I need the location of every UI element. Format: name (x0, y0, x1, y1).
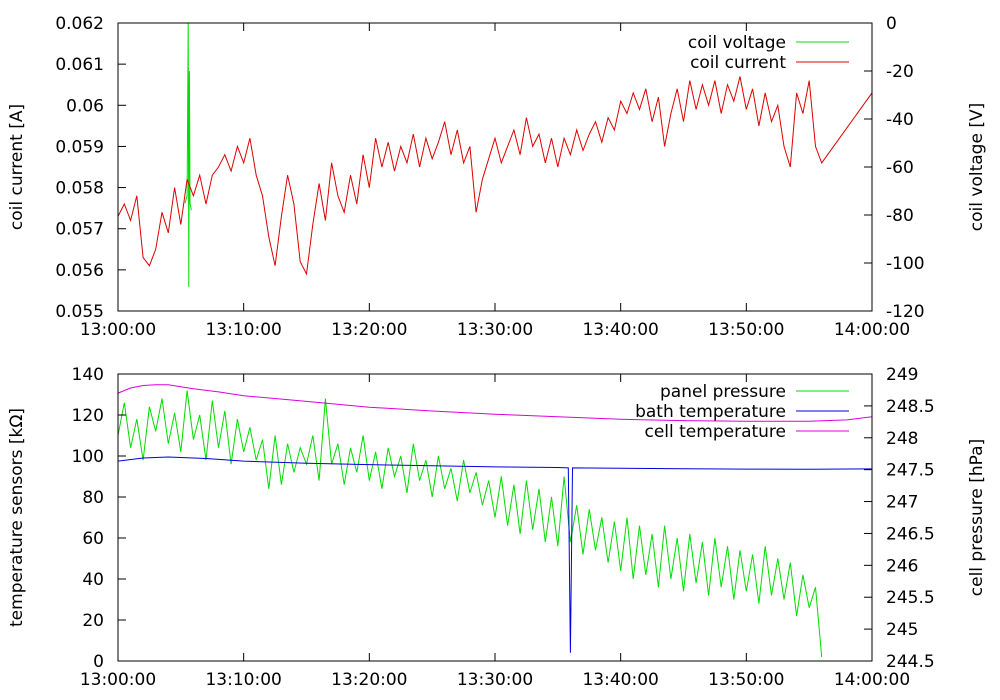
y-right-tick-label: -80 (886, 206, 914, 226)
x-tick-label: 13:50:00 (708, 670, 784, 690)
top-chart-panel: 13:00:00 13:10:00 13:20:00 13:30:00 13:40:00… (7, 14, 987, 340)
x-tick-label: 13:40:00 (582, 670, 658, 690)
x-tick-label: 13:10:00 (205, 670, 281, 690)
x-tick-label: 13:00:00 (80, 670, 156, 690)
y-right-tick-label: 247.5 (886, 461, 935, 481)
y-right-tick-label: 246 (886, 556, 918, 576)
legend-label-cell-temperature: cell temperature (644, 422, 786, 442)
y-right-tick-label: 0 (886, 14, 897, 34)
y-right-tick-label: 248.5 (886, 397, 935, 417)
y-left-tick-label: 60 (82, 529, 104, 549)
y-right-tick-label: -120 (886, 302, 925, 322)
y-right-tick-label: 249 (886, 365, 918, 385)
y-right-tick-label: 244.5 (886, 652, 935, 672)
series-line-cell-temperature (117, 384, 873, 422)
x-tick-label: 13:30:00 (457, 670, 533, 690)
x-tick-label: 13:00:00 (80, 320, 156, 340)
x-tick-label: 13:20:00 (331, 320, 407, 340)
y-right-axis-title: coil voltage [V] (967, 103, 987, 231)
y-right-axis-title: cell pressure [hPa] (967, 439, 987, 596)
y-left-tick-label: 40 (82, 570, 104, 590)
y-right-tick-label: 246.5 (886, 524, 935, 544)
y-left-tick-label: 0.057 (55, 220, 104, 240)
y-left-tick-label: 80 (82, 488, 104, 508)
y-left-tick-label: 0.062 (55, 14, 104, 34)
y-right-tick-label: 248 (886, 429, 918, 449)
y-left-tick-label: 120 (72, 406, 104, 426)
y-left-tick-label: 20 (82, 611, 104, 631)
series-line-coil-voltage (184, 22, 192, 288)
legend-label-bath-temperature: bath temperature (635, 402, 786, 422)
y-right-tick-label: 245 (886, 620, 918, 640)
series-line-bath-temperature (117, 456, 873, 653)
x-tick-label: 13:40:00 (582, 320, 658, 340)
x-tick-label: 14:00:00 (834, 320, 910, 340)
x-tick-label: 13:20:00 (331, 670, 407, 690)
x-tick-label: 13:30:00 (457, 320, 533, 340)
series-line-coil-current (117, 76, 873, 276)
y-right-tick-label: -60 (886, 158, 914, 178)
y-left-tick-label: 0 (93, 652, 104, 672)
x-tick-label: 14:00:00 (834, 670, 910, 690)
bottom-chart-panel: 13:00:00 13:10:00 13:20:00 13:30:00 13:40:00… (7, 365, 987, 690)
y-right-tick-label: 245.5 (886, 588, 935, 608)
x-tick-label: 13:50:00 (708, 320, 784, 340)
legend-label-coil-current: coil current (690, 53, 786, 73)
y-right-tick-label: -20 (886, 62, 914, 82)
series-line-panel-pressure (117, 390, 823, 657)
y-left-tick-label: 0.055 (55, 302, 104, 322)
y-left-tick-label: 100 (72, 447, 104, 467)
y-left-axis-title: temperature sensors [kΩ] (7, 408, 27, 627)
legend-label-panel-pressure: panel pressure (660, 382, 786, 402)
y-left-tick-label: 0.059 (55, 137, 104, 157)
y-left-tick-label: 0.06 (66, 96, 104, 116)
y-right-tick-label: 247 (886, 493, 918, 513)
x-tick-label: 13:10:00 (205, 320, 281, 340)
y-left-tick-label: 140 (72, 365, 104, 385)
y-left-tick-label: 0.061 (55, 55, 104, 75)
y-left-axis-title: coil current [A] (7, 104, 27, 230)
legend-label-coil-voltage: coil voltage (688, 33, 786, 53)
y-left-tick-label: 0.058 (55, 179, 104, 199)
y-left-tick-label: 0.056 (55, 261, 104, 281)
y-right-tick-label: -40 (886, 110, 914, 130)
y-right-tick-label: -100 (886, 254, 925, 274)
